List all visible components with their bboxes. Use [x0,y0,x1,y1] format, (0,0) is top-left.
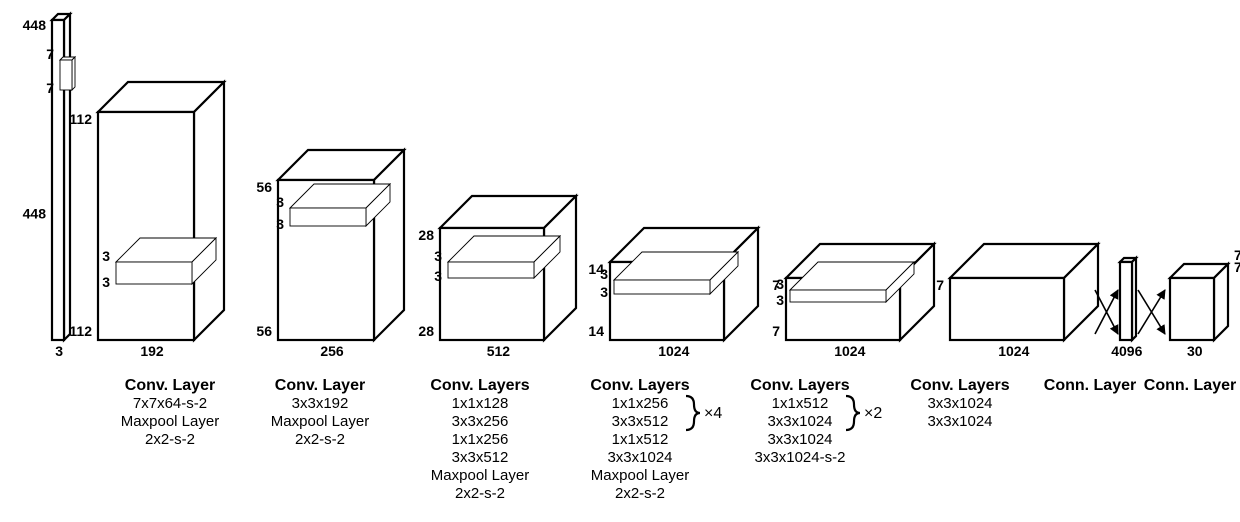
b1 [98,82,224,340]
svg-text:256: 256 [320,343,344,359]
layer-spec: Maxpool Layer [121,413,219,430]
layer-title: Conv. Layers [430,377,529,394]
layer-spec: 2x2-s-2 [295,431,345,448]
b8_fc2 [1170,264,1228,340]
b7_fc1 [1120,258,1136,340]
layer-title: Conv. Layer [125,377,215,394]
layer-spec: 2x2-s-2 [145,431,195,448]
b6 [950,244,1098,340]
layer-title: Conn. Layer [1144,377,1236,394]
layer-spec: 3x3x256 [452,413,509,430]
layer-spec: Maxpool Layer [591,467,689,484]
svg-text:448: 448 [23,17,47,33]
svg-text:×2: ×2 [864,405,882,422]
svg-text:28: 28 [418,227,434,243]
layer-spec: Maxpool Layer [431,467,529,484]
svg-text:3: 3 [102,248,110,264]
svg-text:7: 7 [1234,247,1240,263]
svg-text:3: 3 [434,268,442,284]
svg-text:3: 3 [776,292,784,308]
layer-spec: 1x1x256 [612,395,669,412]
svg-text:3: 3 [600,284,608,300]
layer-spec: 3x3x1024-s-2 [755,449,846,466]
svg-text:×4: ×4 [704,405,722,422]
layer-spec: Maxpool Layer [271,413,369,430]
b2 [278,150,404,340]
layer-spec: 3x3x1024 [767,431,832,448]
layer-spec: 3x3x192 [292,395,349,412]
svg-text:512: 512 [487,343,511,359]
layer-spec: 2x2-s-2 [455,485,505,502]
layer-spec: 1x1x512 [772,395,829,412]
svg-text:56: 56 [256,323,272,339]
svg-text:112: 112 [69,323,92,339]
svg-text:3: 3 [276,216,284,232]
svg-text:56: 56 [256,179,272,195]
layer-spec: 7x7x64-s-2 [133,395,207,412]
svg-text:7: 7 [46,46,54,62]
architecture-diagram: 44844837711211219233Conv. Layer7x7x64-s-… [0,0,1240,522]
layer-spec: 3x3x512 [612,413,669,430]
svg-text:3: 3 [276,194,284,210]
layer-title: Conv. Layers [590,377,689,394]
layer-spec: 3x3x1024 [927,395,992,412]
layer-spec: 2x2-s-2 [615,485,665,502]
svg-text:192: 192 [140,343,164,359]
b0_input [52,14,75,340]
svg-text:1024: 1024 [658,343,689,359]
svg-text:7: 7 [936,277,944,293]
svg-text:4096: 4096 [1111,343,1142,359]
layer-spec: 3x3x1024 [767,413,832,430]
layer-spec: 1x1x256 [452,431,509,448]
b3 [440,196,576,340]
svg-text:3: 3 [55,343,63,359]
layer-spec: 1x1x512 [612,431,669,448]
svg-text:7: 7 [46,80,54,96]
layer-title: Conv. Layer [275,377,365,394]
svg-text:14: 14 [588,323,604,339]
layer-spec: 3x3x1024 [607,449,672,466]
svg-text:1024: 1024 [834,343,865,359]
layer-spec: 3x3x512 [452,449,509,466]
layer-title: Conv. Layers [910,377,1009,394]
layer-spec: 1x1x128 [452,395,509,412]
svg-text:30: 30 [1187,343,1203,359]
svg-text:3: 3 [600,266,608,282]
svg-text:3: 3 [776,276,784,292]
svg-text:448: 448 [23,205,47,221]
svg-text:112: 112 [69,111,92,127]
svg-text:3: 3 [102,274,110,290]
svg-text:7: 7 [772,323,780,339]
layer-title: Conn. Layer [1044,377,1136,394]
layer-spec: 3x3x1024 [927,413,992,430]
svg-text:1024: 1024 [998,343,1029,359]
layer-title: Conv. Layers [750,377,849,394]
svg-text:28: 28 [418,323,434,339]
svg-text:3: 3 [434,248,442,264]
